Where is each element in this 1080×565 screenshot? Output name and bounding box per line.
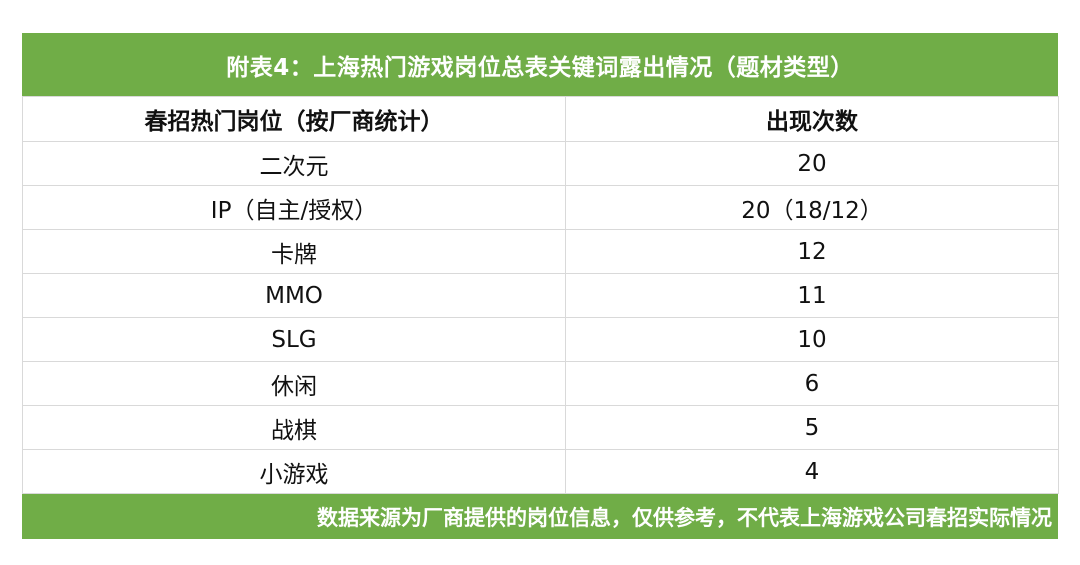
table-row: IP（自主/授权） 20（18/12） — [22, 185, 1059, 230]
cell-count: 4 — [565, 449, 1059, 494]
cell-count: 20 — [565, 141, 1059, 186]
source-note: 数据来源为厂商提供的岗位信息，仅供参考，不代表上海游戏公司春招实际情况 — [22, 494, 1058, 539]
table-title: 附表4：上海热门游戏岗位总表关键词露出情况（题材类型） — [22, 33, 1058, 96]
table-row: 小游戏 4 — [22, 449, 1059, 494]
table-row: 休闲 6 — [22, 361, 1059, 406]
data-table: 春招热门岗位（按厂商统计） 出现次数 二次元 20 IP（自主/授权） 20（1… — [22, 96, 1059, 494]
cell-keyword: 小游戏 — [22, 449, 566, 494]
cell-keyword: 卡牌 — [22, 229, 566, 274]
table-row: MMO 11 — [22, 273, 1059, 318]
cell-keyword: MMO — [22, 273, 566, 318]
table-row: 战棋 5 — [22, 405, 1059, 450]
cell-keyword: IP（自主/授权） — [22, 185, 566, 230]
cell-keyword: SLG — [22, 317, 566, 362]
header-count: 出现次数 — [565, 96, 1059, 142]
table-row: 卡牌 12 — [22, 229, 1059, 274]
cell-count: 10 — [565, 317, 1059, 362]
cell-count: 11 — [565, 273, 1059, 318]
cell-count: 12 — [565, 229, 1059, 274]
cell-keyword: 二次元 — [22, 141, 566, 186]
header-keyword: 春招热门岗位（按厂商统计） — [22, 96, 566, 142]
table-row: 二次元 20 — [22, 141, 1059, 186]
table-header-row: 春招热门岗位（按厂商统计） 出现次数 — [22, 96, 1059, 142]
keyword-table: 附表4：上海热门游戏岗位总表关键词露出情况（题材类型） 春招热门岗位（按厂商统计… — [22, 33, 1059, 539]
table-row: SLG 10 — [22, 317, 1059, 362]
cell-keyword: 战棋 — [22, 405, 566, 450]
cell-keyword: 休闲 — [22, 361, 566, 406]
cell-count: 6 — [565, 361, 1059, 406]
cell-count: 20（18/12） — [565, 185, 1059, 230]
cell-count: 5 — [565, 405, 1059, 450]
